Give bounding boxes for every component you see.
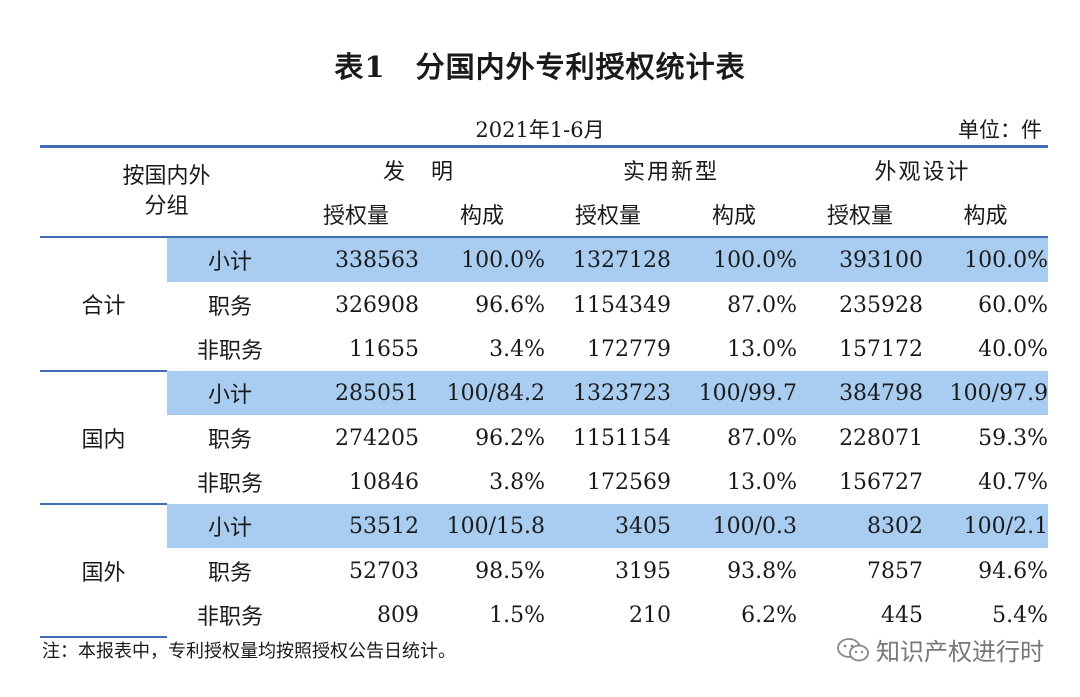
grant-count-cell: 1154349: [573, 292, 672, 318]
grant-count-cell: 326908: [335, 292, 420, 318]
share-cell: 96.2%: [475, 425, 546, 451]
subheader-share: 构成: [923, 192, 1049, 238]
grant-count-cell: 1323723: [545, 371, 672, 416]
watermark: 知识产权进行时: [836, 632, 1044, 667]
share-cell: 94.6%: [978, 558, 1049, 584]
subheader-grant-count: 授权量: [545, 192, 672, 238]
share-cell: 100/84.2: [419, 371, 546, 416]
share-cell: 3.4%: [489, 336, 546, 362]
table-row: 国外 小计 53512 100/15.8 3405 100/0.3 8302 100/2.1: [40, 504, 1049, 638]
share-cell: 93.8%: [727, 558, 798, 584]
grant-count-cell: 156727: [839, 469, 924, 495]
share-cell: 100/2.1: [923, 504, 1049, 549]
share-cell: 100.0%: [671, 237, 798, 283]
grant-count-cell: 172569: [587, 469, 672, 495]
share-cell: 13.0%: [727, 469, 798, 495]
row-label: 职务: [208, 295, 253, 320]
group-label: 合计: [40, 237, 167, 372]
table-row: 非职务 11655 3.4% 172779 13.0% 157172 40.0%: [40, 327, 1048, 371]
share-cell: 87.0%: [727, 292, 798, 318]
header-corner-line2: 分组: [144, 194, 189, 219]
page-title: 表1 分国内外专利授权统计表: [334, 50, 746, 84]
subheader-grant-count: 授权量: [797, 192, 924, 238]
share-cell: 1.5%: [489, 602, 546, 628]
share-cell: 100.0%: [419, 237, 546, 283]
patent-stats-table: 按国内外 分组 发 明 实用新型 外观设计 授权量 构成 授权量 构成 授权量 …: [40, 145, 1049, 638]
table-row: 职务 326908 96.6% 1154349 87.0% 235928 60.0%: [40, 283, 1048, 328]
row-label: 小计: [167, 371, 294, 416]
share-cell: 40.7%: [978, 469, 1049, 495]
row-label: 小计: [167, 237, 294, 283]
row-label: 职务: [208, 428, 253, 453]
share-cell: 100/99.7: [671, 371, 798, 416]
share-cell: 40.0%: [978, 336, 1049, 362]
grant-count-cell: 3195: [615, 558, 672, 584]
grant-count-cell: 274205: [335, 425, 420, 451]
share-cell: 98.5%: [475, 558, 546, 584]
share-cell: 100/97.9: [923, 371, 1049, 416]
row-label: 非职务: [197, 339, 264, 364]
header-corner: 按国内外 分组: [40, 145, 294, 238]
share-cell: 6.2%: [741, 602, 798, 628]
grant-count-cell: 393100: [797, 237, 924, 283]
grant-count-cell: 1327128: [545, 237, 672, 283]
group-label: 国外: [40, 504, 167, 638]
share-cell: 59.3%: [978, 425, 1049, 451]
row-label: 职务: [208, 561, 253, 586]
grant-count-cell: 228071: [839, 425, 924, 451]
group-label: 国内: [40, 371, 167, 505]
grant-count-cell: 11655: [349, 336, 420, 362]
grant-count-cell: 445: [881, 602, 924, 628]
subheader-share: 构成: [671, 192, 798, 238]
grant-count-cell: 235928: [839, 292, 924, 318]
share-cell: 100/0.3: [671, 504, 798, 549]
row-label: 非职务: [197, 605, 264, 630]
header-corner-line1: 按国内外: [122, 164, 211, 189]
subheader-grant-count: 授权量: [293, 192, 420, 238]
grant-count-cell: 3405: [545, 504, 672, 549]
grant-count-cell: 384798: [797, 371, 924, 416]
wechat-icon: [837, 637, 869, 661]
share-cell: 96.6%: [475, 292, 546, 318]
grant-count-cell: 8302: [797, 504, 924, 549]
row-label: 非职务: [197, 472, 264, 497]
share-cell: 60.0%: [978, 292, 1049, 318]
share-cell: 5.4%: [992, 602, 1049, 628]
grant-count-cell: 1151154: [573, 425, 672, 451]
table-row: 合计 小计 338563 100.0% 1327128 100.0% 393100 100.0…: [40, 237, 1049, 372]
grant-count-cell: 157172: [839, 336, 924, 362]
grant-count-cell: 809: [377, 602, 420, 628]
report-period: 2021年1-6月: [475, 118, 605, 142]
grant-count-cell: 53512: [293, 504, 420, 549]
unit-label: 单位：件: [958, 118, 1042, 142]
share-cell: 100.0%: [923, 237, 1049, 283]
header-utility-model: 实用新型: [545, 145, 798, 192]
footnote: 注：本报表中，专利授权量均按照授权公告日统计。: [42, 641, 456, 662]
share-cell: 3.8%: [489, 469, 546, 495]
grant-count-cell: 52703: [349, 558, 420, 584]
header-invention: 发 明: [293, 145, 546, 192]
subheader-share: 构成: [419, 192, 546, 238]
header-design: 外观设计: [797, 145, 1049, 192]
grant-count-cell: 285051: [293, 371, 420, 416]
table-row: 职务 52703 98.5% 3195 93.8% 7857 94.6%: [40, 549, 1048, 594]
grant-count-cell: 10846: [349, 469, 420, 495]
share-cell: 13.0%: [727, 336, 798, 362]
watermark-text: 知识产权进行时: [876, 638, 1044, 666]
table-row: 非职务 10846 3.8% 172569 13.0% 156727 40.7%: [40, 460, 1048, 504]
table-row: 非职务 809 1.5% 210 6.2% 445 5.4%: [40, 593, 1048, 637]
grant-count-cell: 7857: [867, 558, 924, 584]
row-label: 小计: [167, 504, 294, 549]
grant-count-cell: 210: [629, 602, 672, 628]
share-cell: 87.0%: [727, 425, 798, 451]
table-row: 国内 小计 285051 100/84.2 1323723 100/99.7 384798 1…: [40, 371, 1049, 505]
grant-count-cell: 338563: [293, 237, 420, 283]
grant-count-cell: 172779: [587, 336, 672, 362]
table-row: 职务 274205 96.2% 1151154 87.0% 228071 59.3%: [40, 416, 1048, 461]
share-cell: 100/15.8: [419, 504, 546, 549]
